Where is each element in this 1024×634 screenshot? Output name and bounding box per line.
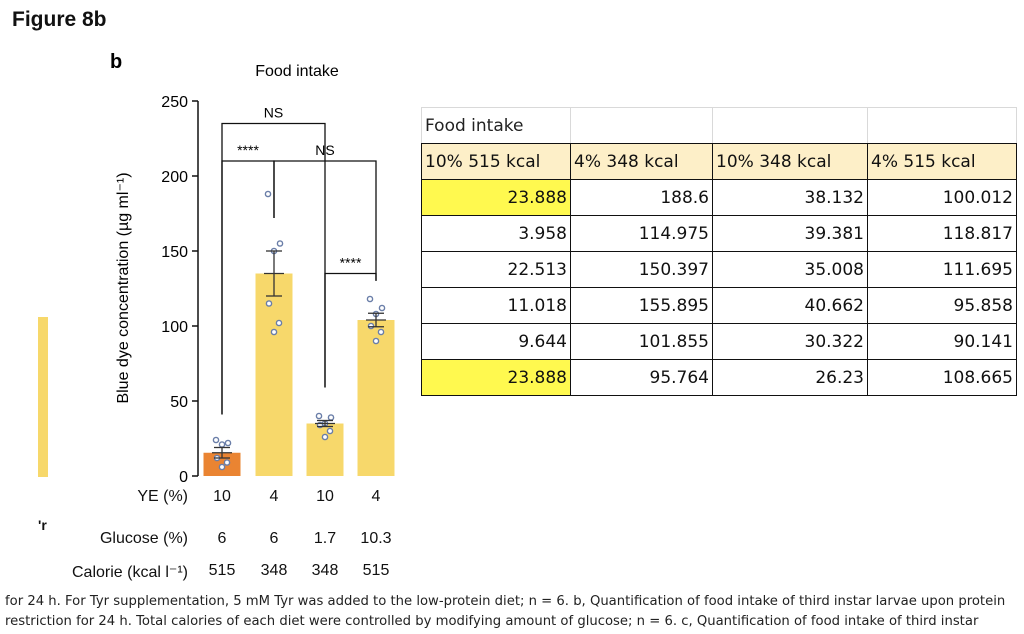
- figure-title: Figure 8b: [12, 8, 107, 31]
- significance-label: NS: [264, 105, 283, 121]
- table-row: 3.958 114.975 39.381 118.817: [421, 215, 1017, 252]
- table-cell: 38.132: [712, 179, 868, 216]
- table-cell: 40.662: [712, 287, 868, 324]
- table-cell: 95.764: [570, 359, 713, 396]
- x-row-value: 515: [208, 562, 236, 579]
- y-tick-label: 250: [161, 94, 188, 111]
- table-header: 4% 515 kcal: [867, 143, 1017, 180]
- data-point: [276, 240, 284, 247]
- table-header: 10% 515 kcal: [421, 143, 571, 180]
- data-point: [218, 441, 226, 448]
- table-cell: 23.888: [421, 359, 571, 396]
- x-row-value: 4: [371, 488, 381, 505]
- x-row-value: 515: [362, 562, 390, 579]
- y-tick-label: 150: [161, 244, 188, 261]
- table-cell: 118.817: [867, 215, 1017, 252]
- table-cell: 35.008: [712, 251, 868, 288]
- bars: [203, 273, 395, 476]
- data-point: [321, 433, 329, 441]
- x-row-value: 10: [213, 488, 231, 505]
- table-cell: 111.695: [867, 251, 1017, 288]
- x-row-value: 348: [311, 562, 339, 579]
- x-row-label: Calorie (kcal l⁻¹): [71, 564, 188, 581]
- y-axis: 0 50 100 150 200 250: [161, 94, 199, 486]
- significance-bracket: [324, 272, 377, 388]
- table-row: 23.888 95.764 26.23 108.665: [421, 359, 1017, 396]
- table-title: Food intake: [421, 107, 571, 144]
- data-point: [326, 427, 334, 435]
- bar: [357, 320, 395, 476]
- y-axis-label: Blue dye concentration (µg ml⁻¹): [115, 172, 132, 403]
- table-cell: 3.958: [421, 215, 571, 252]
- data-point: [327, 414, 335, 421]
- data-point: [264, 190, 272, 198]
- table-cell: 150.397: [570, 251, 713, 288]
- table-row: 11.018 155.895 40.662 95.858: [421, 287, 1017, 324]
- y-tick-label: 0: [179, 469, 188, 486]
- table-cell: 101.855: [570, 323, 713, 360]
- error-bars: [212, 250, 386, 459]
- data-point: [377, 328, 385, 336]
- panel-letter: b: [110, 51, 122, 73]
- data-point: [212, 436, 220, 444]
- bar: [306, 423, 344, 476]
- data-point: [224, 439, 232, 447]
- data-point: [366, 295, 374, 303]
- data-point: [265, 300, 273, 307]
- table-cell: 114.975: [570, 215, 713, 252]
- x-row-value: 10.3: [360, 530, 392, 547]
- y-tick-label: 50: [170, 394, 188, 411]
- table-row: 23.888 188.6 38.132 100.012: [421, 179, 1017, 216]
- table-cell: 90.141: [867, 323, 1017, 360]
- table-cell: 11.018: [421, 287, 571, 324]
- x-row-value: 4: [269, 488, 279, 505]
- table-header: 10% 348 kcal: [712, 143, 868, 180]
- x-row-value: 348: [260, 562, 288, 579]
- data-point: [270, 328, 278, 336]
- food-intake-bar-chart: b Food intake 0 50 100 150 200 250 NS **** NS **…: [110, 51, 395, 486]
- table-row: 22.513 150.397 35.008 111.695: [421, 251, 1017, 288]
- x-row-label: Glucose (%): [99, 530, 188, 547]
- bar: [255, 273, 293, 476]
- table-cell: 23.888: [421, 179, 571, 216]
- x-row-value: 10: [316, 488, 334, 505]
- significance-bracket: [273, 160, 377, 281]
- data-point: [223, 459, 231, 466]
- chart-title: Food intake: [255, 63, 339, 80]
- data-point: [218, 463, 226, 471]
- table-row: 9.644 101.855 30.322 90.141: [421, 323, 1017, 360]
- figure-caption: for 24 h. For Tyr supplementation, 5 mM …: [5, 594, 1006, 629]
- table-cell: 155.895: [570, 287, 713, 324]
- table-cell: 26.23: [712, 359, 868, 396]
- table-cell: 30.322: [712, 323, 868, 360]
- significance-label: NS: [315, 142, 334, 158]
- cropped-neighbor-bar: [38, 317, 48, 477]
- y-tick-label: 100: [161, 319, 188, 336]
- table-cell: 100.012: [867, 179, 1017, 216]
- table-cell: 39.381: [712, 215, 868, 252]
- data-point: [372, 337, 380, 345]
- significance-brackets: NS **** NS ****: [221, 105, 377, 415]
- table-header: 4% 348 kcal: [570, 143, 713, 180]
- x-row-label: YE (%): [137, 488, 188, 505]
- significance-label: ****: [237, 142, 259, 158]
- x-row-value: 1.7: [313, 530, 337, 547]
- significance-label: ****: [340, 255, 362, 271]
- data-point: [367, 322, 375, 330]
- food-intake-table: Food intake 10% 515 kcal 4% 348 kcal 10%…: [421, 107, 1017, 396]
- data-point: [378, 304, 386, 312]
- x-row-value: 6: [217, 530, 227, 547]
- y-tick-label: 200: [161, 169, 188, 186]
- data-point: [275, 319, 283, 327]
- table-cell: 22.513: [421, 251, 571, 288]
- table-cell: 95.858: [867, 287, 1017, 324]
- data-point: [315, 412, 323, 420]
- table-cell: 188.6: [570, 179, 713, 216]
- table-cell: 108.665: [867, 359, 1017, 396]
- x-row-value: 6: [269, 530, 279, 547]
- table-cell: 9.644: [421, 323, 571, 360]
- cropped-neighbor-label: 'r: [38, 517, 47, 533]
